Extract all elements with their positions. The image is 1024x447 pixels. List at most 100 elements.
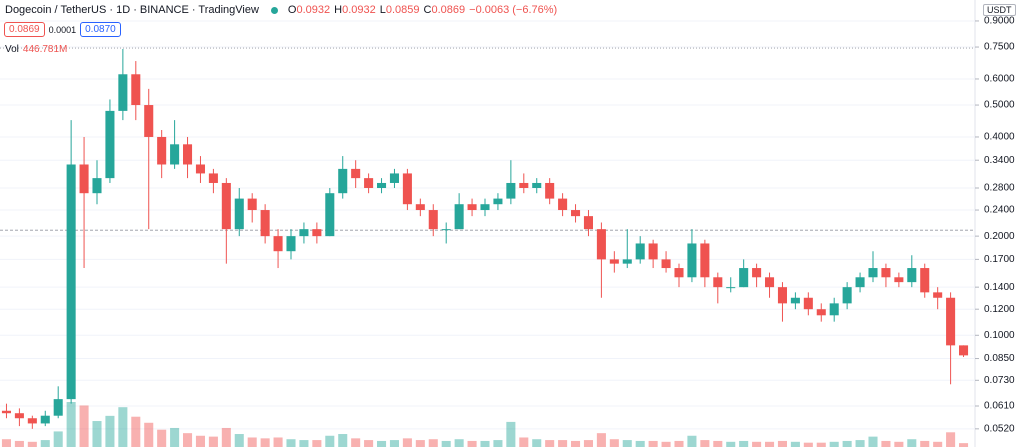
volume-bar <box>816 442 826 447</box>
volume-bar <box>273 437 283 447</box>
volume-bar <box>959 443 969 447</box>
volume-bar <box>92 421 102 447</box>
y-tick-label: 0.1700 <box>984 254 1015 265</box>
y-tick-label: 0.5000 <box>984 100 1015 111</box>
volume-bar <box>532 439 542 447</box>
candle-body <box>752 268 762 278</box>
candle-body <box>428 210 438 230</box>
y-tick-label: 0.1400 <box>984 282 1015 293</box>
y-tick-label: 0.2000 <box>984 231 1015 242</box>
candle-body <box>816 309 826 316</box>
volume-bar <box>648 440 658 447</box>
y-tick-label: 0.9000 <box>984 16 1015 27</box>
volume-bar <box>661 441 671 447</box>
candle-body <box>661 259 671 269</box>
ohlc-item: H0.0932 <box>334 4 376 16</box>
volume-bar <box>700 440 710 447</box>
candle-body <box>364 178 374 188</box>
candle-body <box>765 277 775 288</box>
candle-body <box>105 110 115 179</box>
volume-bar <box>441 440 451 447</box>
volume-bar <box>389 440 399 447</box>
legend-row: Dogecoin / TetherUS · 1D · BINANCE · Tra… <box>5 4 557 16</box>
volume-bar <box>105 415 115 447</box>
candle-body <box>687 243 697 278</box>
volume-bar <box>881 440 891 447</box>
volume-bar <box>351 438 361 447</box>
bid-price[interactable]: 0.0869 <box>4 22 45 37</box>
volume-bar <box>506 421 516 447</box>
volume-bar <box>803 442 813 447</box>
currency-badge[interactable]: USDT <box>983 4 1016 16</box>
candle-body <box>933 292 943 298</box>
volume-bar <box>545 440 555 447</box>
volume-bar <box>40 440 50 447</box>
volume-bar <box>364 440 374 447</box>
volume-bar <box>27 441 37 447</box>
candle-body <box>609 259 619 264</box>
ohlc-label: C <box>423 4 432 16</box>
candle-body <box>454 204 464 230</box>
candle-body <box>1 410 11 414</box>
volume-bar <box>493 440 503 447</box>
y-tick-label: 0.2800 <box>984 183 1015 194</box>
volume-bar <box>674 440 684 447</box>
y-tick-label: 0.2400 <box>984 205 1015 216</box>
candle-body <box>351 168 361 179</box>
candle-body <box>493 198 503 205</box>
volume-bar <box>480 440 490 447</box>
volume-bar <box>777 440 787 447</box>
candle-body <box>868 268 878 278</box>
y-tick-label: 0.6000 <box>984 74 1015 85</box>
candle-body <box>260 210 270 237</box>
volume-bar <box>713 440 723 447</box>
volume-bar <box>325 435 335 447</box>
candle-body <box>286 236 296 252</box>
candle-body <box>92 178 102 194</box>
y-tick-label: 0.3400 <box>984 155 1015 166</box>
candle-body <box>700 243 710 278</box>
candle-body <box>842 287 852 304</box>
volume-bar <box>402 438 412 447</box>
volume-bar <box>234 434 244 447</box>
candle-body <box>519 182 529 188</box>
candle-body <box>40 415 50 424</box>
volume-bar <box>467 440 477 447</box>
volume-bar <box>144 422 154 447</box>
ohlc-label: L <box>379 4 386 16</box>
candle-body <box>558 198 568 211</box>
candle-body <box>170 144 180 165</box>
volume-bar <box>377 440 387 447</box>
candle-body <box>467 204 477 211</box>
volume-bar <box>247 437 257 447</box>
ohlc-value: 0.0932 <box>296 4 331 16</box>
volume-bar <box>855 440 865 447</box>
candle-body <box>402 173 412 205</box>
candle-body <box>959 345 969 356</box>
volume-bar <box>868 436 878 447</box>
candle-body <box>726 287 736 289</box>
volume-bar <box>519 437 529 447</box>
candle-body <box>596 229 606 260</box>
change: −0.0063 (−6.76%) <box>469 4 558 16</box>
candle-body <box>907 268 917 283</box>
candle-body <box>739 268 749 288</box>
volume-bar <box>221 427 231 447</box>
candle-body <box>803 297 813 310</box>
candle-body <box>66 164 76 400</box>
candle-body <box>338 168 348 194</box>
volume-bar <box>596 433 606 447</box>
volume-bar <box>299 440 309 447</box>
volume-bar <box>157 429 167 447</box>
candle-body <box>855 277 865 288</box>
quote-row: 0.0869 0.0001 0.0870 <box>4 22 121 37</box>
ask-price[interactable]: 0.0870 <box>80 22 121 37</box>
candle-body <box>234 198 244 230</box>
volume-bar <box>622 440 632 447</box>
candle-body <box>53 399 63 416</box>
volume-bar <box>946 432 956 447</box>
ohlc-item: L0.0859 <box>380 4 420 16</box>
volume-bar <box>170 427 180 447</box>
y-tick-label: 0.1000 <box>984 330 1015 341</box>
candle-body <box>415 204 425 211</box>
